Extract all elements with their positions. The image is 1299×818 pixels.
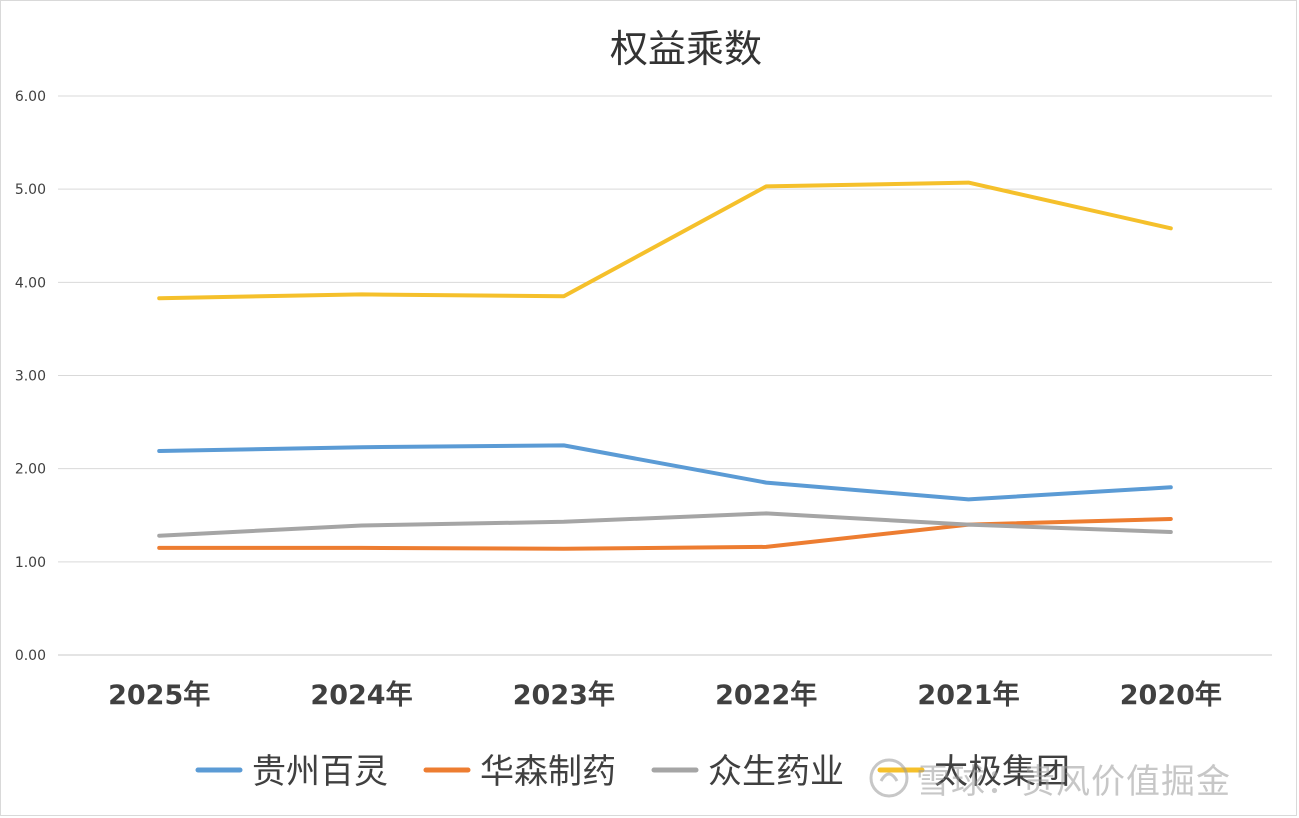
- legend-label-2: 华森制药: [480, 752, 616, 792]
- x-axis-tick-labels: 2025年 2024年 2023年 2022年 2021年 2020年: [108, 679, 1222, 711]
- x-tick-label: 2022年: [715, 679, 817, 711]
- x-tick-label: 2025年: [108, 679, 210, 711]
- series-line-3: [157, 511, 1173, 538]
- y-axis-tick-labels: 0.00 1.00 2.00 3.00 4.00 5.00 6.00: [15, 89, 46, 664]
- y-tick-label: 3.00: [15, 369, 46, 385]
- gridlines: [58, 95, 1272, 656]
- y-tick-label: 4.00: [15, 275, 46, 291]
- legend-label-3: 众生药业: [708, 752, 844, 792]
- series-line-2: [157, 517, 1173, 551]
- series-lines: [157, 180, 1173, 551]
- watermark: 雪球：贵风价值掘金: [868, 748, 1231, 808]
- x-tick-label: 2021年: [917, 679, 1019, 711]
- y-tick-label: 5.00: [15, 182, 46, 198]
- x-tick-label: 2023年: [513, 679, 615, 711]
- watermark-text: 雪球：贵风价值掘金: [916, 761, 1231, 802]
- legend: 贵州百灵 华森制药 众生药业 太极集团: [195, 752, 1070, 792]
- chart-title: 权益乘数: [610, 27, 762, 71]
- series-line-1: [157, 443, 1173, 502]
- x-tick-label: 2020年: [1120, 679, 1222, 711]
- y-tick-label: 2.00: [15, 462, 46, 478]
- x-tick-label: 2024年: [310, 679, 412, 711]
- y-tick-label: 0.00: [15, 648, 46, 664]
- legend-label-1: 贵州百灵: [252, 752, 388, 792]
- y-tick-label: 1.00: [15, 555, 46, 571]
- snowball-logo-icon: [869, 758, 909, 798]
- series-line-4: [157, 180, 1173, 301]
- legend-label-4: 太极集团: [934, 752, 1070, 792]
- y-tick-label: 6.00: [15, 89, 46, 105]
